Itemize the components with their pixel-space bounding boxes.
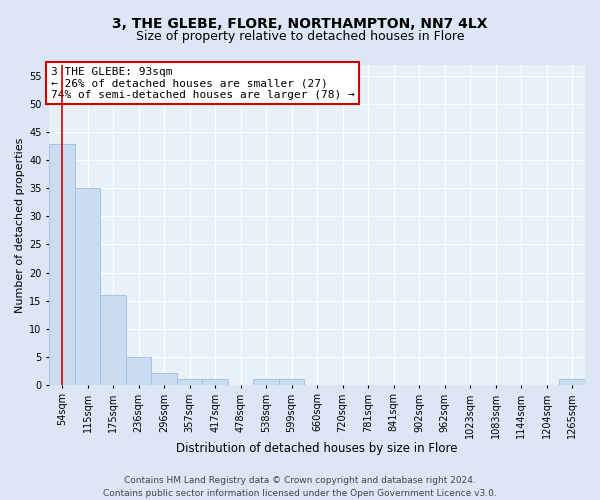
Bar [177,379,202,384]
Bar [202,379,228,384]
Text: Contains HM Land Registry data © Crown copyright and database right 2024.
Contai: Contains HM Land Registry data © Crown c… [103,476,497,498]
X-axis label: Distribution of detached houses by size in Flore: Distribution of detached houses by size … [176,442,458,455]
Bar [75,188,100,384]
Text: Size of property relative to detached houses in Flore: Size of property relative to detached ho… [136,30,464,43]
Bar [151,374,177,384]
Bar [49,144,75,384]
Y-axis label: Number of detached properties: Number of detached properties [15,137,25,312]
Text: 3 THE GLEBE: 93sqm
← 26% of detached houses are smaller (27)
74% of semi-detache: 3 THE GLEBE: 93sqm ← 26% of detached hou… [51,66,355,100]
Bar [100,295,126,384]
Bar [559,379,585,384]
Bar [126,356,151,384]
Bar [279,379,304,384]
Text: 3, THE GLEBE, FLORE, NORTHAMPTON, NN7 4LX: 3, THE GLEBE, FLORE, NORTHAMPTON, NN7 4L… [112,18,488,32]
Bar [253,379,279,384]
